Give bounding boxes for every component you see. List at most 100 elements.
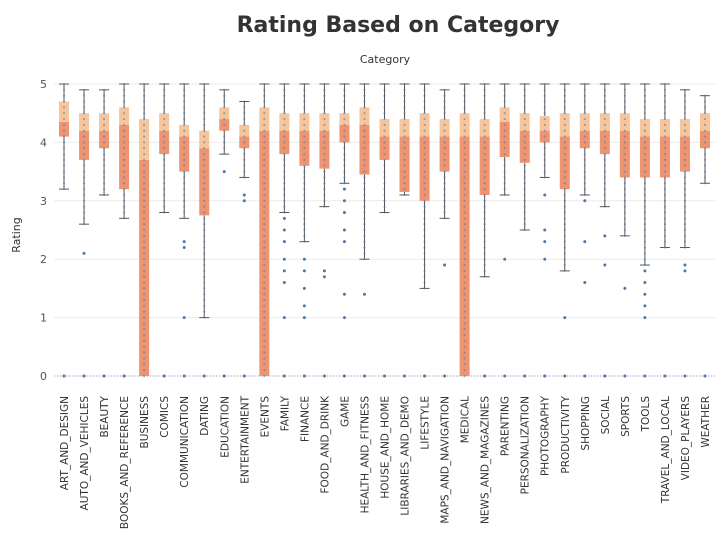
upper-box bbox=[439, 119, 450, 137]
box-communication bbox=[179, 82, 190, 378]
category-label: HEALTH_AND_FITNESS bbox=[359, 396, 371, 514]
data-point bbox=[603, 141, 606, 144]
data-point bbox=[663, 94, 667, 97]
data-point bbox=[263, 316, 266, 319]
data-point bbox=[423, 223, 426, 226]
outlier-point bbox=[302, 286, 306, 290]
data-point bbox=[543, 123, 546, 126]
data-point bbox=[603, 158, 606, 162]
data-point bbox=[383, 147, 386, 150]
data-point bbox=[403, 152, 406, 156]
data-point bbox=[263, 188, 266, 191]
data-point bbox=[483, 141, 486, 144]
data-point bbox=[203, 269, 206, 272]
data-point bbox=[463, 211, 466, 214]
data-point bbox=[363, 193, 366, 197]
data-point bbox=[263, 147, 266, 150]
data-point bbox=[82, 152, 86, 156]
data-point bbox=[263, 94, 266, 97]
data-point bbox=[283, 205, 286, 208]
data-point bbox=[583, 135, 586, 138]
lower-box bbox=[139, 159, 150, 376]
category-label: NEWS_AND_MAGAZINES bbox=[480, 396, 492, 524]
data-point bbox=[62, 170, 66, 173]
data-point bbox=[82, 112, 86, 115]
data-point bbox=[643, 117, 646, 121]
data-point bbox=[102, 188, 106, 191]
data-point bbox=[82, 135, 86, 138]
data-point bbox=[603, 152, 606, 156]
lower-box bbox=[59, 121, 70, 137]
data-point bbox=[583, 100, 586, 103]
data-point bbox=[82, 188, 86, 191]
data-point bbox=[543, 112, 546, 115]
data-point bbox=[703, 147, 707, 150]
data-point bbox=[183, 193, 186, 197]
box-business bbox=[139, 82, 150, 378]
data-point bbox=[503, 88, 506, 91]
data-point bbox=[463, 240, 466, 243]
box-libraries-and-demo bbox=[399, 82, 410, 378]
data-point bbox=[523, 82, 526, 86]
data-point bbox=[603, 170, 606, 173]
data-point bbox=[283, 193, 286, 197]
data-point bbox=[643, 252, 646, 255]
data-point bbox=[463, 205, 466, 208]
data-point bbox=[543, 158, 546, 162]
category-label: PERSONALIZATION bbox=[520, 396, 532, 494]
category-labels: ART_AND_DESIGN AUTO_AND_VEHICLES BEAUTY BOO… bbox=[59, 395, 712, 529]
data-point bbox=[543, 88, 546, 91]
data-point bbox=[523, 211, 526, 214]
data-point bbox=[82, 176, 86, 179]
data-point bbox=[643, 88, 646, 91]
outlier-point bbox=[302, 304, 306, 308]
outlier-point bbox=[643, 292, 647, 296]
data-point bbox=[123, 193, 126, 197]
data-point bbox=[423, 275, 426, 278]
data-point bbox=[583, 141, 586, 144]
data-point bbox=[323, 199, 326, 202]
data-point bbox=[483, 217, 486, 220]
data-point bbox=[483, 205, 486, 208]
data-point bbox=[683, 164, 687, 167]
data-point bbox=[62, 117, 66, 121]
upper-box bbox=[99, 113, 110, 131]
data-point bbox=[143, 164, 146, 167]
data-point bbox=[283, 141, 286, 144]
data-point bbox=[703, 182, 707, 185]
data-point bbox=[383, 112, 386, 115]
data-point bbox=[543, 164, 546, 167]
data-point bbox=[263, 152, 266, 156]
data-point bbox=[463, 147, 466, 150]
data-point bbox=[583, 123, 586, 126]
data-point bbox=[623, 82, 626, 86]
outlier-point bbox=[362, 292, 366, 296]
data-point bbox=[403, 147, 406, 150]
data-point bbox=[163, 106, 166, 109]
y-tick-label: 2 bbox=[40, 253, 47, 266]
data-point bbox=[143, 152, 146, 156]
data-point bbox=[683, 176, 687, 179]
data-point bbox=[102, 147, 106, 150]
data-point bbox=[123, 188, 126, 191]
outlier-point bbox=[182, 374, 186, 378]
data-point bbox=[203, 298, 206, 302]
data-point bbox=[363, 123, 366, 126]
data-point bbox=[143, 351, 146, 354]
data-point bbox=[123, 82, 126, 86]
data-point bbox=[243, 135, 246, 138]
category-label: FINANCE bbox=[299, 396, 311, 442]
data-point bbox=[283, 158, 286, 162]
data-point bbox=[603, 199, 606, 202]
data-point bbox=[683, 106, 687, 109]
data-point bbox=[423, 106, 426, 109]
data-point bbox=[102, 152, 106, 156]
data-point bbox=[183, 147, 186, 150]
data-point bbox=[143, 117, 146, 121]
outlier-point bbox=[302, 269, 306, 273]
data-point bbox=[463, 363, 466, 366]
data-point bbox=[483, 275, 486, 278]
data-point bbox=[563, 117, 566, 121]
data-point bbox=[603, 129, 606, 132]
data-point bbox=[463, 293, 466, 296]
